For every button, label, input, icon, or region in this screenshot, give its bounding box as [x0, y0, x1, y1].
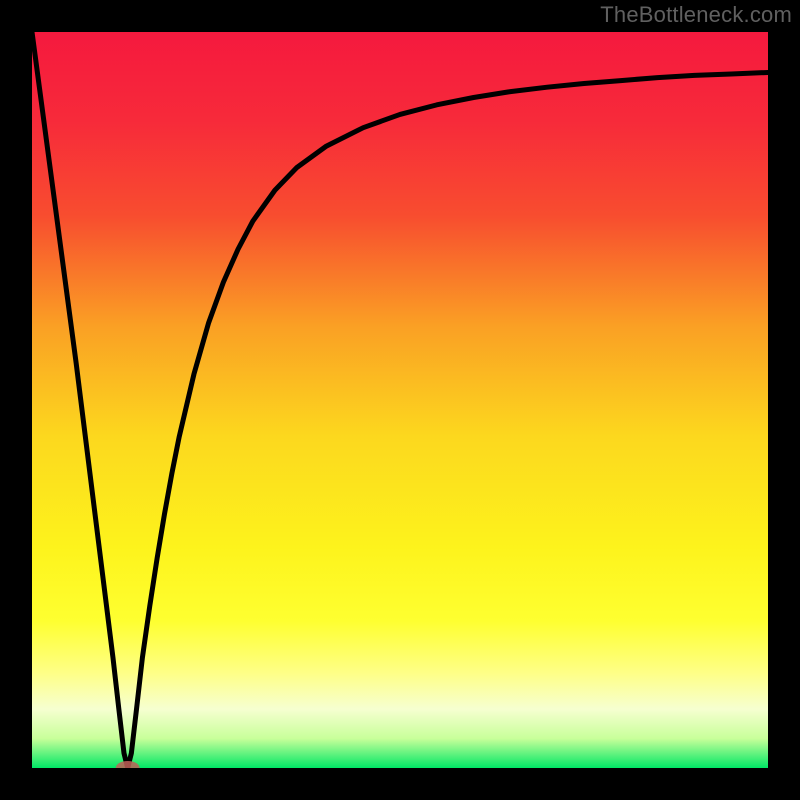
watermark-text: TheBottleneck.com [600, 2, 792, 28]
chart-svg [0, 0, 800, 800]
bottleneck-chart: TheBottleneck.com [0, 0, 800, 800]
